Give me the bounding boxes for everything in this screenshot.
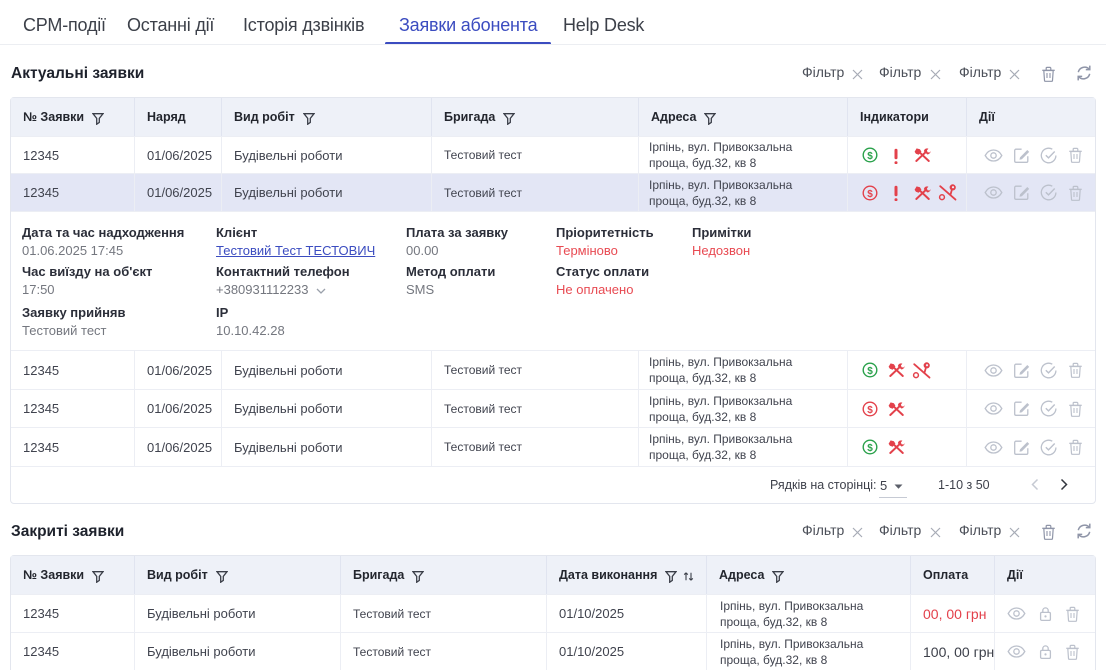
svg-text:$: $ bbox=[867, 443, 873, 454]
svg-text:$: $ bbox=[867, 366, 873, 377]
svg-text:$: $ bbox=[867, 404, 873, 415]
svg-text:$: $ bbox=[867, 151, 873, 162]
svg-text:$: $ bbox=[867, 188, 873, 199]
